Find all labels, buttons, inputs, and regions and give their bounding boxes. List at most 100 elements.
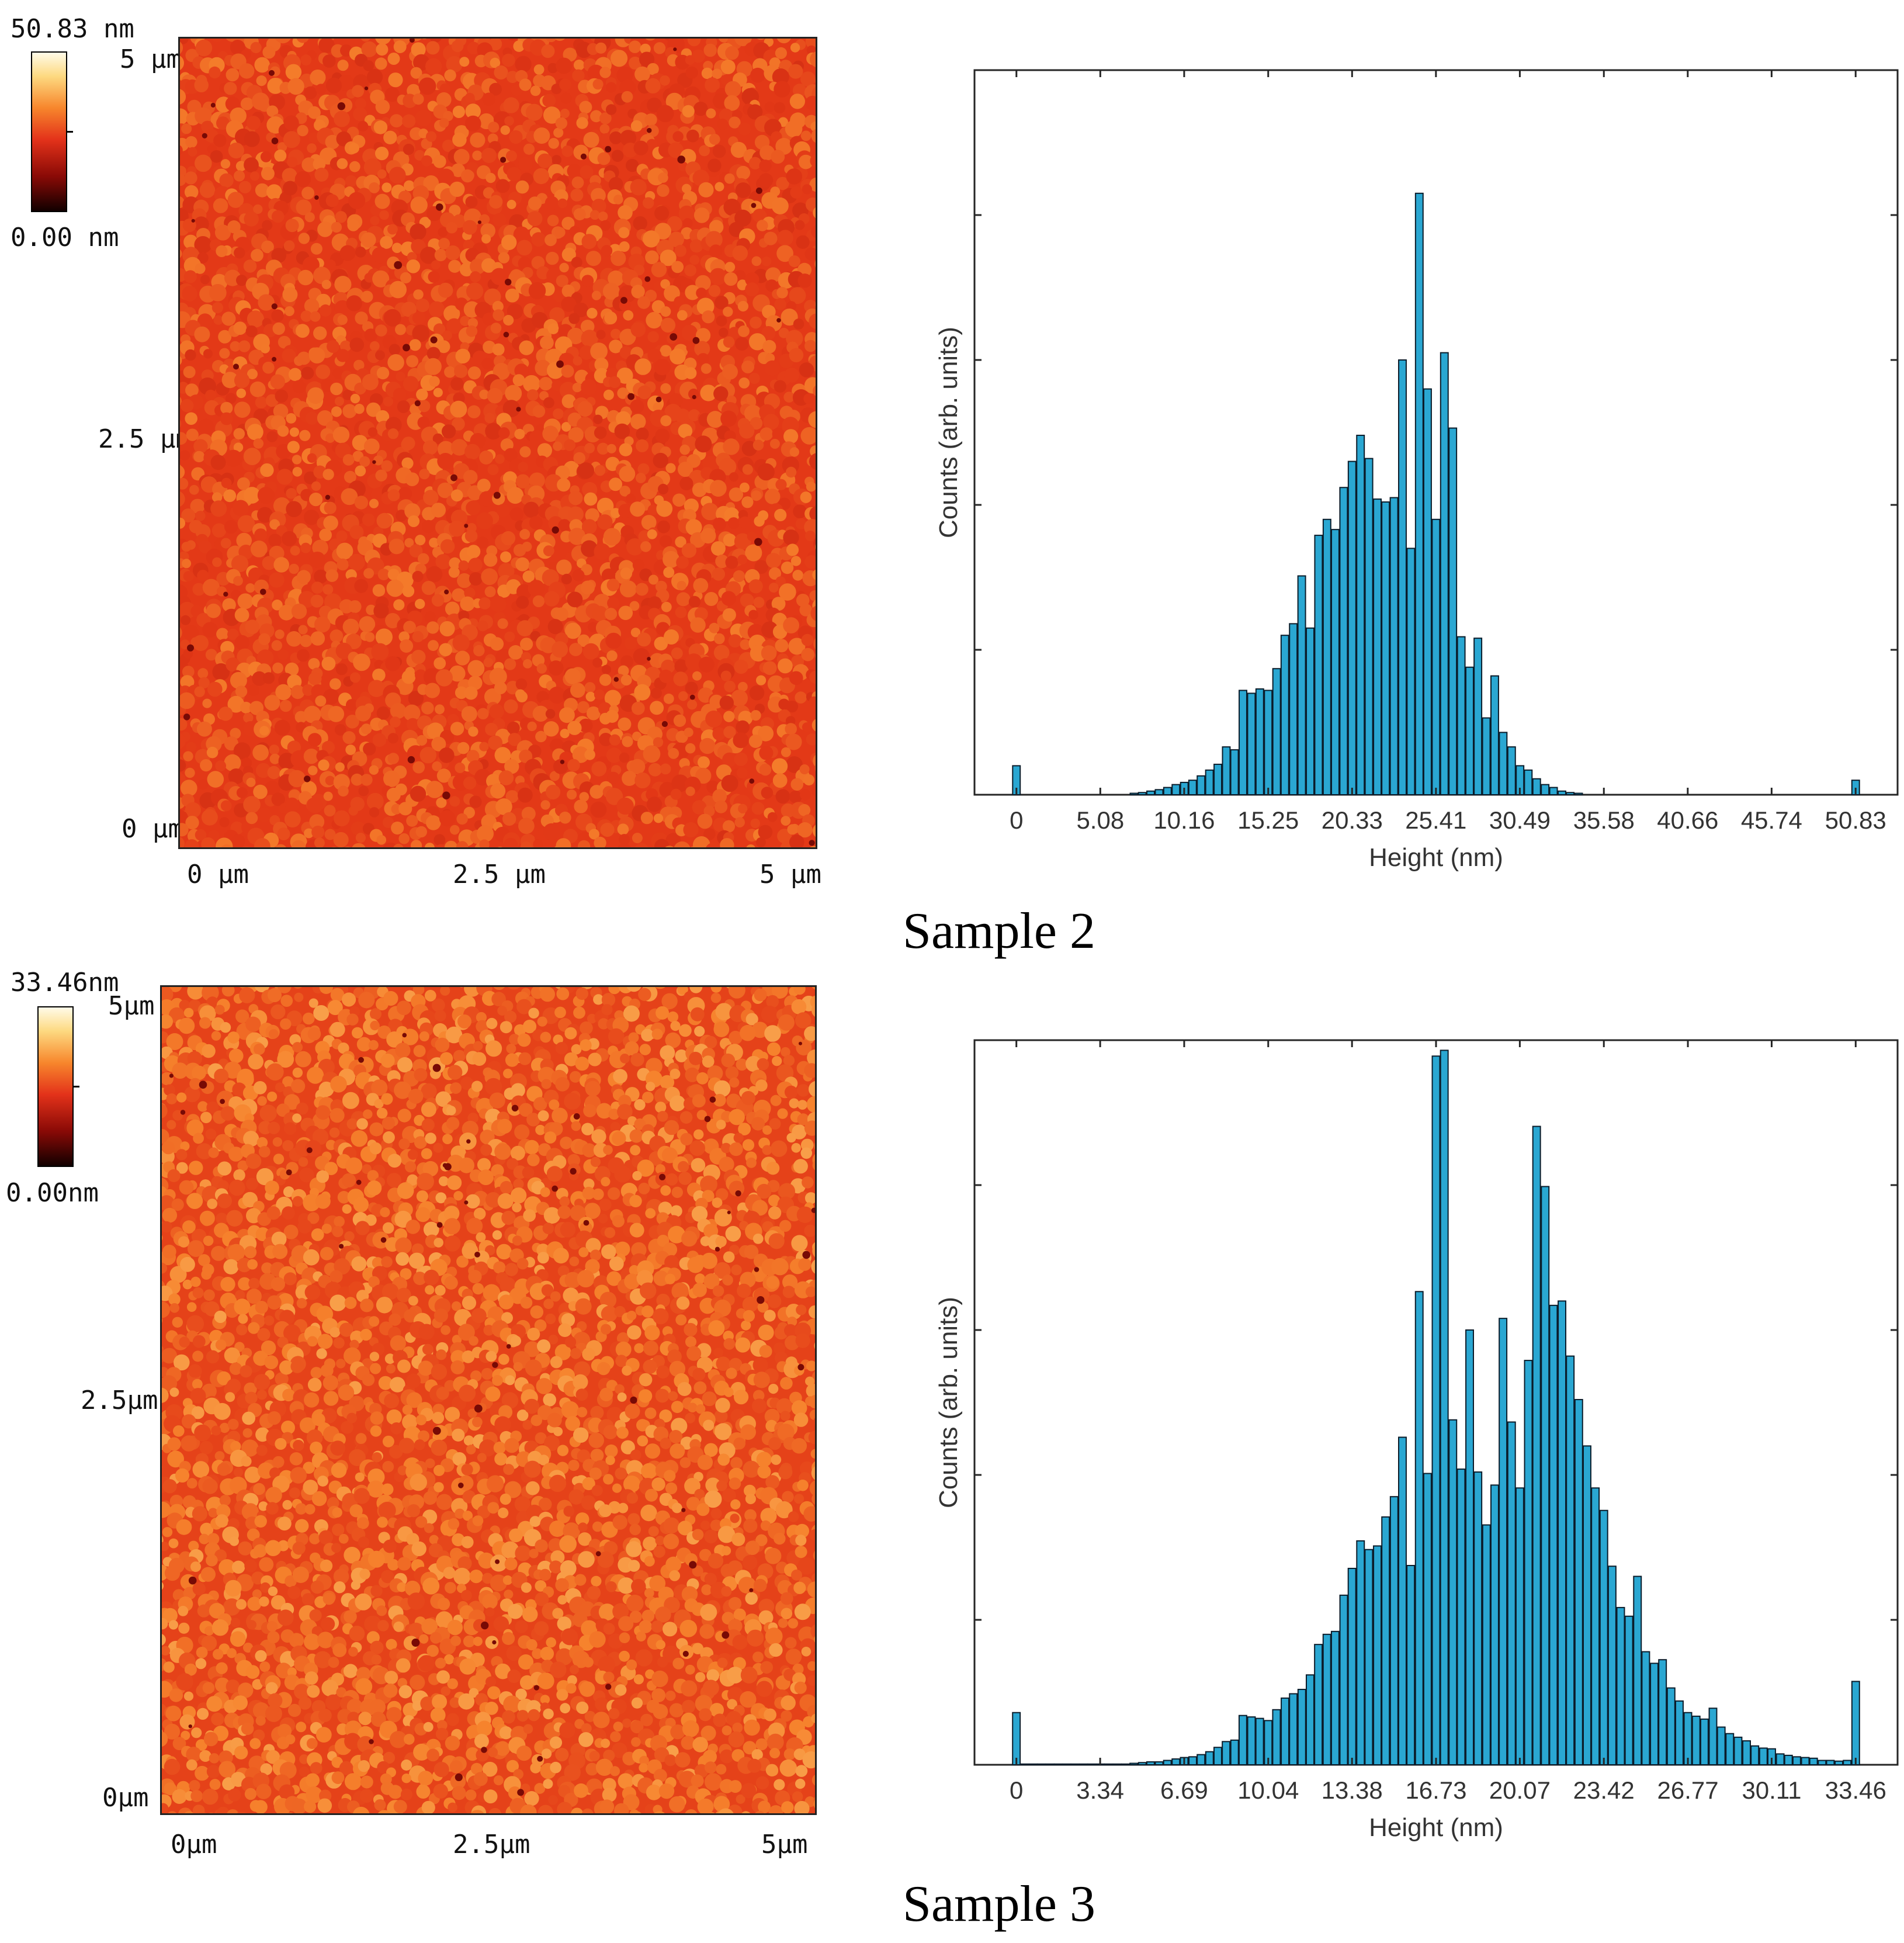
- afm-grain: [311, 684, 325, 699]
- afm-grain: [574, 799, 588, 813]
- afm-grain: [257, 1328, 270, 1341]
- afm-grain: [622, 736, 633, 747]
- afm-grain: [302, 256, 320, 273]
- afm-grain: [704, 592, 719, 606]
- afm-grain: [725, 556, 738, 569]
- afm-grain: [464, 686, 478, 700]
- afm-grain: [721, 1053, 736, 1068]
- afm-grain: [417, 416, 430, 429]
- afm-grain: [692, 671, 702, 681]
- afm-grain: [283, 131, 300, 148]
- afm-grain: [376, 512, 393, 529]
- afm-grain: [404, 503, 421, 519]
- afm-grain: [814, 1332, 815, 1336]
- afm-pit: [210, 103, 216, 108]
- afm-grain: [339, 245, 356, 261]
- afm-grain: [751, 256, 762, 266]
- afm-grain: [344, 470, 356, 483]
- afm-grain: [266, 184, 282, 200]
- afm-grain: [162, 1195, 175, 1211]
- afm-grain: [299, 430, 311, 441]
- afm-grain: [203, 1235, 214, 1246]
- afm-grain: [314, 569, 328, 584]
- afm-grain: [435, 669, 453, 687]
- afm-grain: [651, 262, 667, 278]
- afm-grain: [310, 594, 324, 608]
- afm-grain: [298, 625, 308, 635]
- afm-grain: [404, 180, 415, 192]
- afm-grain: [591, 1129, 606, 1144]
- afm-grain: [527, 721, 537, 732]
- afm-grain: [543, 823, 560, 840]
- afm-grain: [584, 442, 595, 453]
- afm-grain: [695, 435, 712, 453]
- afm-pit: [372, 460, 376, 464]
- afm-grain: [783, 617, 799, 633]
- afm-grain: [797, 1100, 807, 1110]
- afm-grain: [180, 432, 188, 445]
- afm-grain: [771, 1258, 789, 1276]
- afm-grain: [646, 138, 658, 150]
- afm-grain: [632, 559, 645, 572]
- afm-grain: [674, 841, 691, 847]
- afm-grain: [386, 1173, 402, 1188]
- afm-grain: [561, 296, 577, 312]
- afm-grain: [689, 239, 703, 253]
- afm-grain: [330, 988, 345, 1002]
- afm-grain: [629, 601, 640, 611]
- afm-grain: [687, 39, 701, 47]
- histogram-bar: [1440, 352, 1449, 795]
- afm-grain: [812, 825, 816, 837]
- afm-grain: [271, 792, 285, 806]
- afm-grain: [470, 132, 485, 148]
- afm-grain: [188, 1161, 203, 1175]
- afm-grain: [510, 1187, 527, 1204]
- afm-grain: [237, 593, 254, 609]
- afm-pit: [269, 70, 275, 76]
- histogram-bar: [1532, 778, 1541, 795]
- afm-grain: [618, 205, 633, 220]
- afm-grain: [369, 1352, 380, 1362]
- histogram-bar: [1196, 775, 1206, 796]
- afm-grain: [297, 269, 314, 286]
- afm-grain: [333, 832, 349, 847]
- afm-grain: [581, 564, 592, 576]
- afm-pit: [403, 344, 410, 352]
- afm-grain: [619, 346, 633, 359]
- afm-grain: [214, 1310, 227, 1323]
- afm-grain: [440, 1052, 453, 1065]
- afm-grain: [162, 987, 174, 1003]
- afm-grain: [814, 1342, 815, 1349]
- afm-grain: [546, 784, 561, 800]
- afm-grain: [798, 1258, 811, 1271]
- afm-grain: [810, 605, 816, 621]
- afm-grain: [723, 438, 740, 455]
- afm-grain: [407, 1149, 418, 1160]
- afm-grain: [387, 428, 399, 439]
- afm-grain: [370, 487, 384, 501]
- afm-grain: [608, 1109, 620, 1120]
- afm-grain: [552, 1107, 568, 1124]
- afm-grain: [517, 1033, 531, 1047]
- afm-grain: [375, 586, 385, 597]
- afm-grain: [702, 1055, 715, 1068]
- afm-grain: [650, 701, 664, 715]
- afm-grain: [798, 803, 811, 816]
- afm-grain: [492, 1230, 502, 1240]
- afm-grain: [504, 658, 516, 670]
- afm-grain: [793, 318, 804, 330]
- sample-label: Sample 2: [903, 903, 1095, 960]
- afm-grain: [532, 595, 545, 608]
- afm-grain: [250, 541, 268, 557]
- afm-grain: [467, 405, 481, 418]
- afm-pit: [272, 356, 277, 362]
- afm-grain: [313, 157, 326, 171]
- afm-grain: [671, 261, 684, 273]
- afm-grain: [182, 1279, 193, 1290]
- afm-y-tick-mid: 2.5µm: [81, 1386, 158, 1415]
- histogram-bar: [1247, 692, 1256, 796]
- afm-grain: [385, 613, 401, 629]
- afm-grain: [697, 813, 713, 829]
- afm-grain: [238, 1277, 251, 1291]
- afm-grain: [204, 1301, 220, 1317]
